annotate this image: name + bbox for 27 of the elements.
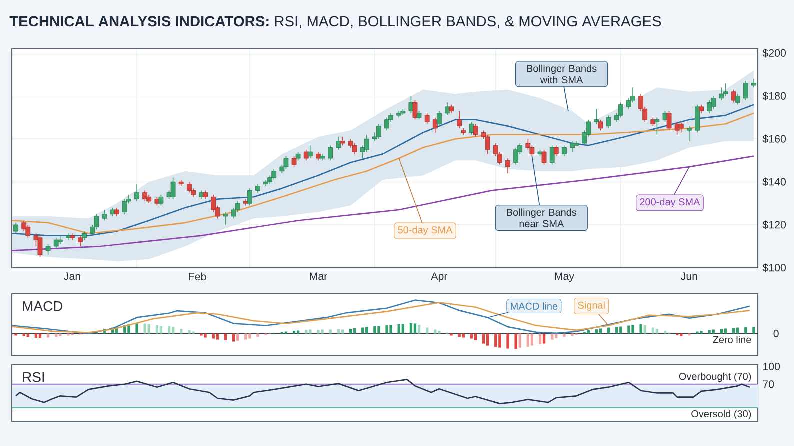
x-tick-label: Jun [681, 272, 698, 280]
x-tick-label: Jan [64, 272, 80, 280]
y-tick-label: $160 [762, 134, 786, 144]
y-tick-label: $120 [762, 220, 786, 230]
chart-title: RSI [23, 372, 44, 382]
y-tick-label: 100 [764, 362, 780, 371]
y-tick-label: $200 [762, 48, 786, 58]
ref-line-label: Oversold (30) [692, 410, 752, 420]
y-tick-label: $100 [762, 264, 786, 272]
legend-label: 50-day SMA [398, 226, 453, 236]
legend-label: MACD line [511, 302, 558, 310]
y-tick-label: 70 [763, 380, 774, 388]
legend-label: 200-day SMA [640, 198, 700, 208]
annotation: Bollinger Bands with SMA [527, 64, 597, 84]
legend-label: Signal [578, 302, 605, 311]
ref-line-label: Zero line [713, 336, 752, 344]
annotation: Bollinger Bands near SMA [507, 208, 577, 228]
y-tick-label: $180 [762, 92, 786, 101]
text: 0 [774, 330, 779, 338]
chart-title: MACD [23, 301, 63, 312]
y-tick-label: $140 [762, 178, 786, 186]
x-tick-label: Feb [189, 272, 206, 281]
ref-line-label: Overbought (70) [679, 372, 752, 382]
chart-title: TECHNICAL ANALYSIS INDICATORS: RSI, MACD, BOLLINGER BANDS, & MOVING AVERAGES [10, 16, 662, 28]
x-tick-label: Apr [431, 272, 448, 282]
x-tick-label: May [555, 272, 574, 282]
x-tick-label: Mar [310, 272, 328, 280]
